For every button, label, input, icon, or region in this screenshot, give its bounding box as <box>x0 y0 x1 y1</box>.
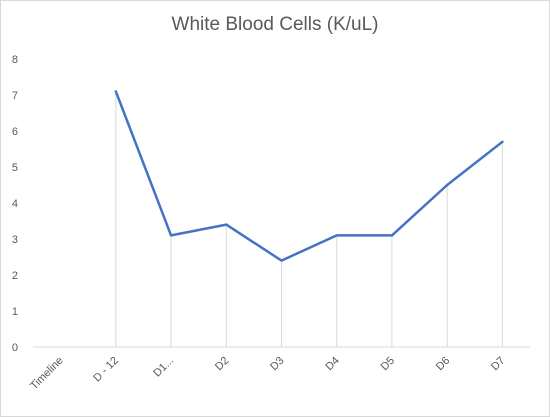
series-line <box>114 90 504 262</box>
y-tick-label: 1 <box>12 306 18 318</box>
x-tick-label: Timeline <box>28 355 66 393</box>
x-tick-label: D4 <box>323 355 341 373</box>
drop-lines <box>115 91 503 347</box>
y-tick-label: 6 <box>12 126 18 138</box>
x-tick-label: D2 <box>213 355 231 373</box>
series-layer <box>114 90 504 262</box>
y-tick-label: 3 <box>12 234 18 246</box>
x-tick-label: D7 <box>489 355 507 373</box>
x-tick-label: D5 <box>379 355 397 373</box>
y-tick-label: 8 <box>12 54 18 66</box>
y-axis-ticks: 0 1 2 3 4 5 6 7 8 <box>12 54 18 354</box>
y-tick-label: 0 <box>12 342 18 354</box>
chart-title: White Blood Cells (K/uL) <box>171 14 379 35</box>
y-tick-label: 2 <box>12 270 18 282</box>
x-tick-label: D1... <box>151 355 176 380</box>
x-tick-label: D3 <box>268 355 286 373</box>
y-tick-label: 5 <box>12 162 18 174</box>
y-tick-label: 4 <box>12 198 18 210</box>
x-tick-label: D - 12 <box>91 355 121 385</box>
x-axis-ticks: Timeline D - 12 D1... D2 D3 D4 D5 D6 D7 <box>28 355 507 393</box>
x-tick-label: D6 <box>434 355 452 373</box>
y-tick-label: 7 <box>12 90 18 102</box>
